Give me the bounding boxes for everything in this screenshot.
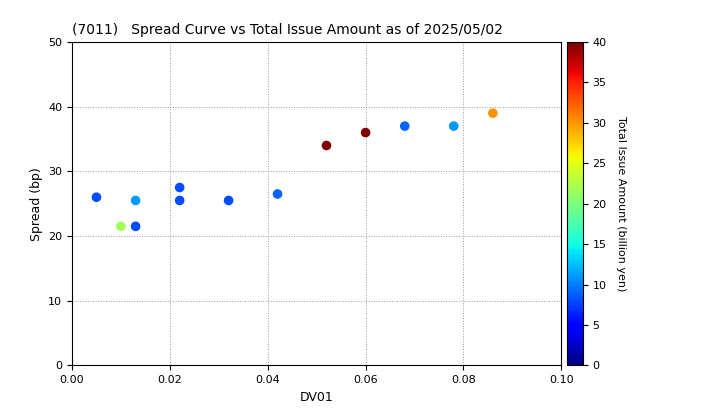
Point: [448, 123, 459, 129]
Point: [115, 223, 127, 230]
X-axis label: DV01: DV01: [300, 391, 333, 404]
Point: [222, 197, 234, 204]
Y-axis label: Total Issue Amount (billion yen): Total Issue Amount (billion yen): [616, 116, 626, 291]
Point: [271, 191, 283, 197]
Text: (7011)   Spread Curve vs Total Issue Amount as of 2025/05/02: (7011) Spread Curve vs Total Issue Amoun…: [72, 23, 503, 37]
Point: [320, 142, 332, 149]
Y-axis label: Spread (bp): Spread (bp): [30, 167, 42, 241]
Point: [399, 123, 410, 129]
Point: [91, 194, 102, 201]
Point: [487, 110, 499, 116]
Point: [360, 129, 372, 136]
Point: [174, 184, 186, 191]
Point: [174, 197, 186, 204]
Point: [130, 197, 141, 204]
Point: [130, 223, 141, 230]
